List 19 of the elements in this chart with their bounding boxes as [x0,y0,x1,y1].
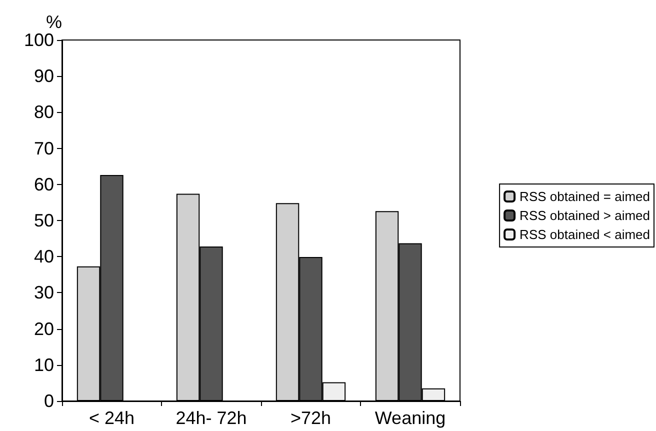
x-tick-label: Weaning [374,408,446,428]
y-tick-label: 80 [34,102,54,122]
y-tick-label: 40 [34,246,54,267]
y-tick-label: 60 [34,174,54,194]
legend-label: RSS obtained > aimed [520,208,650,223]
y-tick-label: 20 [34,318,54,339]
legend-label: RSS obtained = aimed [520,189,650,204]
legend-label: RSS obtained < aimed [520,227,650,242]
y-tick-label: 70 [34,138,54,158]
y-tick-label: 30 [34,282,54,303]
y-tick-label: 0 [44,391,54,411]
y-axis-title: % [46,12,62,32]
y-tick-label: 50 [34,210,54,230]
y-tick-label: 10 [34,354,54,375]
y-tick-label: 90 [34,66,54,86]
x-tick-label: 24h- 72h [176,408,247,428]
x-tick-label: >72h [290,408,332,428]
x-tick-label: < 24h [88,408,135,428]
y-tick-label: 100 [24,30,54,50]
